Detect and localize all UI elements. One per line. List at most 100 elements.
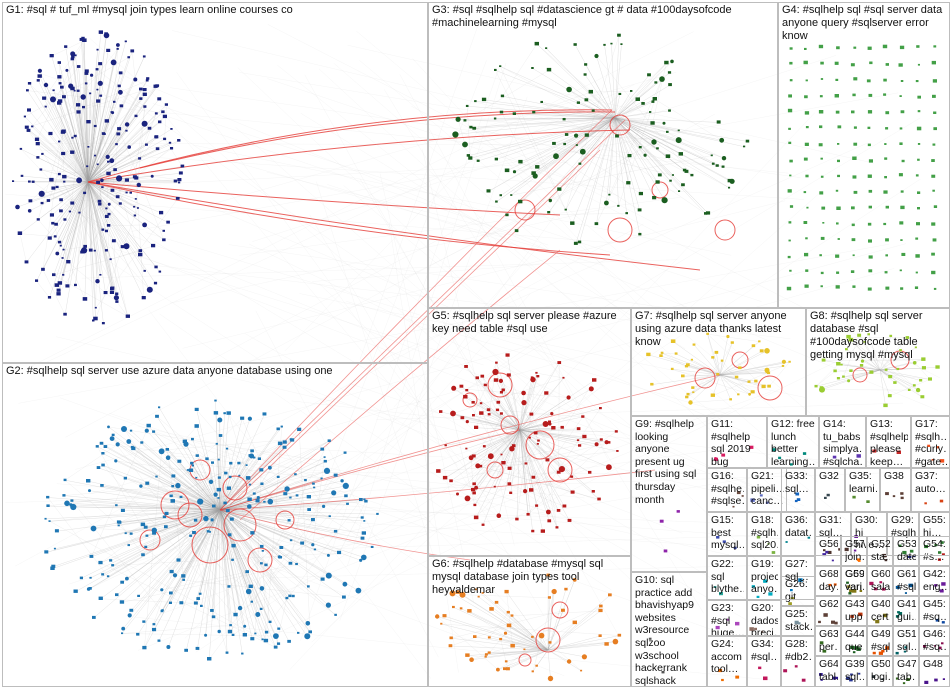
g1-edge: [40, 169, 176, 182]
g1-edge: [108, 224, 145, 226]
g2-node: [195, 454, 199, 457]
cross-edge: [193, 144, 732, 256]
g1-node: [162, 229, 165, 232]
g1-node: [159, 210, 164, 215]
g2-node: [294, 473, 297, 476]
g2-node: [263, 500, 266, 503]
g5-node: [581, 415, 585, 418]
g4-node: [899, 95, 902, 97]
g1-edge: [87, 137, 157, 183]
cross-edge: [328, 506, 465, 592]
g24-node: [721, 678, 724, 682]
g5-edge: [519, 429, 585, 438]
g4-node: [819, 191, 824, 195]
g60-label: G60: sala…: [871, 568, 890, 593]
g2-edge: [89, 490, 221, 511]
g5-node: [496, 513, 502, 518]
g1-node: [51, 186, 56, 190]
g4-node: [834, 94, 839, 98]
g3-node: [641, 102, 645, 105]
cross-edge: [169, 206, 616, 304]
g4-node: [883, 222, 887, 226]
g2-edge: [219, 509, 359, 591]
g2-node: [127, 613, 132, 618]
cross-edge: [148, 309, 431, 679]
g2-node: [247, 416, 252, 421]
g1-node: [24, 260, 29, 264]
g3-edge: [614, 44, 622, 119]
g25-node: [797, 622, 801, 625]
g1-node: [86, 165, 89, 168]
g5-node: [511, 444, 516, 448]
g1-edge: [87, 181, 115, 242]
g2-edge: [219, 509, 291, 597]
g1-edge: [87, 155, 96, 183]
g3-edge: [585, 64, 616, 119]
g3-node: [566, 86, 572, 93]
g5-node: [555, 526, 559, 529]
g1-edge: [36, 139, 89, 183]
g5-edge: [474, 429, 521, 494]
g2-node: [227, 629, 233, 634]
g1-edge: [28, 130, 131, 194]
g6-node: [531, 670, 534, 673]
g7-edge: [693, 344, 721, 376]
g41-node: [898, 612, 903, 615]
g4-node: [806, 206, 809, 209]
g1-node: [164, 103, 168, 106]
g2-edge: [65, 480, 221, 511]
g2-edge: [52, 509, 221, 569]
g2-edge: [71, 500, 163, 612]
g2-edge: [122, 625, 231, 634]
cross-edge: [312, 264, 540, 282]
cross-edge: [158, 391, 772, 615]
g4-node: [883, 190, 888, 194]
g5-edge: [535, 433, 558, 528]
g5-edge: [519, 429, 549, 513]
g5-edge: [519, 429, 537, 506]
g3-node: [547, 211, 551, 214]
g1-edge: [87, 181, 110, 205]
g7-edge: [719, 372, 769, 376]
g2-node: [360, 536, 365, 540]
g4-node: [788, 239, 791, 242]
g7-self-loop: [694, 367, 716, 389]
g4-node: [804, 95, 808, 99]
g3-edge: [614, 117, 619, 207]
g2-edge: [153, 509, 221, 631]
cross-edge: [5, 472, 890, 503]
g2-node: [179, 495, 183, 498]
g2-edge: [121, 564, 297, 603]
cross-edge: [56, 483, 923, 550]
g5-edge: [503, 451, 618, 464]
cross-edge: [265, 467, 814, 559]
g49-node: [881, 649, 885, 653]
g3-edge: [614, 117, 714, 165]
g1-node: [70, 201, 75, 205]
g39-node: [858, 672, 861, 675]
g6-edge: [489, 633, 506, 654]
g2-edge: [122, 509, 221, 511]
g3-node: [719, 137, 725, 143]
g41-label: G41: gui…: [897, 598, 916, 623]
g1-node: [177, 178, 182, 182]
g2-node: [127, 544, 130, 547]
g1-node: [70, 57, 75, 61]
g1-edge: [87, 32, 101, 183]
g1-node: [27, 209, 32, 213]
g2-edge: [118, 509, 221, 523]
g3-node: [604, 200, 609, 206]
g2-node: [88, 587, 92, 590]
g4-node: [789, 205, 794, 208]
g1-node: [142, 92, 147, 96]
g2-node: [115, 504, 118, 507]
g8-node: [888, 375, 893, 379]
g4-node: [869, 61, 873, 65]
g3-edge: [614, 117, 724, 168]
g8-node: [921, 357, 926, 361]
g1-edge: [87, 181, 91, 251]
g9-label: G9: #sqlhelp looking anyone present ug f…: [635, 418, 697, 506]
g4-node: [851, 110, 855, 114]
g2-edge: [228, 413, 249, 479]
g1-edge: [87, 181, 162, 214]
